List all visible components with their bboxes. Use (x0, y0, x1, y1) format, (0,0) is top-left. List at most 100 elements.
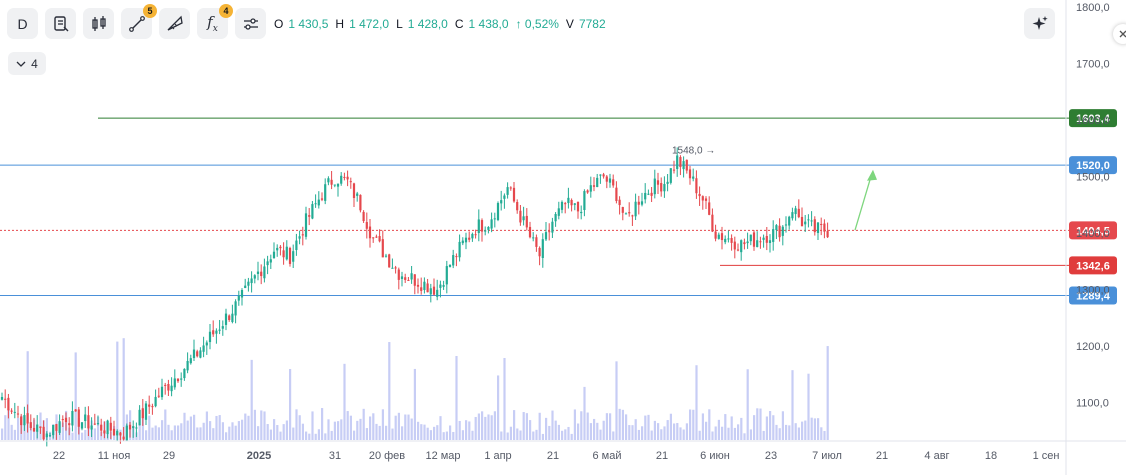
volume-bar (205, 411, 208, 440)
x-tick-label: 23 (765, 450, 777, 462)
volume-bar (791, 370, 794, 440)
volume-bar (503, 358, 506, 440)
volume-bar (71, 432, 74, 440)
volume-bar (241, 419, 244, 440)
volume-bar (372, 413, 375, 440)
candle-body (292, 251, 295, 262)
volume-bar (490, 415, 493, 440)
candle-body (228, 315, 231, 320)
candle-body (288, 247, 292, 264)
volume-bar (308, 433, 311, 440)
candle-body (16, 413, 20, 415)
volume-bar (826, 346, 829, 440)
candle-body (477, 219, 480, 234)
candle-body (10, 410, 13, 412)
volume-bar (676, 423, 679, 440)
candle-body (647, 193, 650, 195)
candle-body (116, 430, 119, 436)
candle-body (583, 191, 586, 211)
volume-bar (45, 418, 48, 440)
volume-bar (180, 423, 183, 440)
collapse-indicators-button[interactable]: 4 (8, 52, 46, 75)
volume-bar (810, 417, 813, 440)
chart-type-button[interactable] (83, 8, 114, 39)
candle-body (746, 241, 749, 244)
indicators-count-badge: 4 (219, 4, 233, 18)
candle-body (263, 266, 266, 279)
volume-bar (634, 419, 637, 440)
candle-body (535, 237, 538, 247)
volume-bar (807, 373, 810, 440)
candle-body (68, 423, 71, 426)
volume-bar (714, 426, 717, 440)
chevron-down-icon (16, 61, 26, 67)
candle-body (804, 221, 807, 225)
settings-button[interactable] (235, 8, 266, 39)
candle-body (112, 428, 116, 436)
candle-body (413, 274, 416, 286)
close-panel-button[interactable] (1113, 24, 1126, 44)
candle-body (157, 395, 160, 397)
volume-bar (253, 409, 256, 440)
price-level-tag (1069, 221, 1117, 240)
volume-bar (138, 424, 141, 440)
volume-bar (292, 427, 295, 440)
candle-body (199, 350, 202, 358)
candle-body (727, 238, 730, 240)
ruler-button[interactable] (159, 8, 190, 39)
candle-body (650, 192, 653, 196)
candle-body (560, 201, 564, 210)
candle-body (698, 193, 701, 197)
notes-button[interactable] (45, 8, 76, 39)
sparkle-icon (1032, 15, 1048, 30)
y-tick-label: 1700,0 (1076, 58, 1110, 70)
close-icon (1119, 30, 1126, 38)
candle-body (320, 198, 324, 200)
interval-button[interactable]: D (7, 8, 38, 39)
candle-body (192, 349, 196, 359)
volume-bar (397, 412, 400, 440)
close-value: 1 438,0 (468, 17, 509, 31)
candle-body (522, 216, 525, 221)
volume-bar (458, 420, 461, 440)
volume-bar (26, 351, 29, 440)
price-level-label: 1404,5 (1076, 225, 1110, 237)
candle-body (653, 178, 656, 195)
volume-bar (730, 416, 733, 440)
volume-bar (289, 368, 292, 440)
volume-bar (321, 408, 324, 440)
candle-body (151, 406, 154, 408)
candle-body (42, 426, 45, 440)
candle-body (324, 184, 327, 201)
candle-body (525, 215, 528, 228)
volume-bar (564, 429, 567, 440)
volume-bar (711, 431, 714, 440)
candle-body (458, 241, 461, 258)
ai-assistant-button[interactable] (1024, 8, 1055, 39)
y-tick-label: 1400,0 (1076, 228, 1110, 240)
candle-body (32, 427, 36, 432)
drawing-tools-button[interactable]: 5 (121, 4, 157, 39)
candle-body (762, 237, 765, 240)
volume-bar (148, 415, 151, 440)
volume-bar (452, 431, 455, 440)
x-tick-label: 11 ноя (98, 450, 131, 462)
volume-bar (276, 425, 279, 440)
candle-body (519, 210, 522, 223)
candle-body (301, 234, 304, 236)
candle-body (685, 159, 688, 171)
candle-body (103, 430, 106, 434)
volume-bar (433, 426, 436, 440)
candle-body (394, 267, 397, 269)
volume-bar (189, 416, 192, 440)
volume-bar (231, 422, 234, 440)
volume-bar (298, 415, 301, 440)
volume-bar (177, 425, 180, 440)
indicators-button[interactable]: fx 4 (197, 4, 233, 39)
volume-bar (513, 410, 516, 440)
candle-body (544, 232, 548, 240)
volume-bar (375, 423, 378, 440)
volume-bar (199, 427, 202, 440)
candle-body (372, 237, 375, 239)
